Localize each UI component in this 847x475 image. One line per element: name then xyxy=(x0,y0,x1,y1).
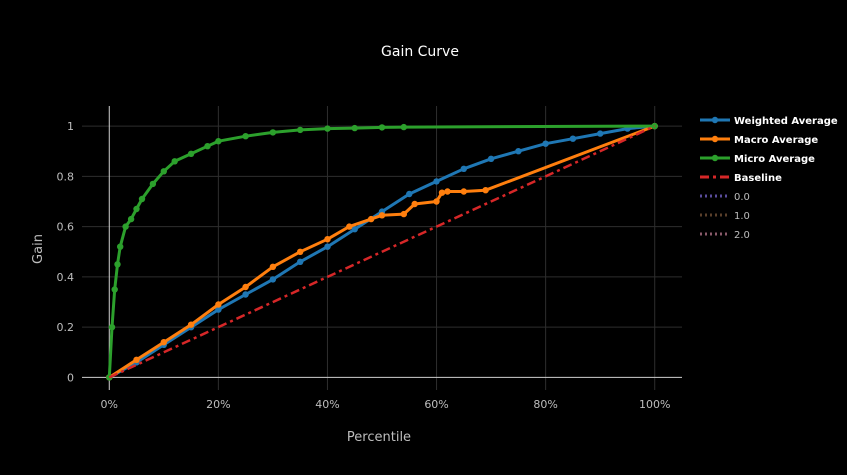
point-macro-average xyxy=(433,198,440,205)
point-micro-average xyxy=(324,125,331,132)
point-macro-average xyxy=(378,212,386,219)
y-tick-label: 0.4 xyxy=(57,271,75,284)
point-weighted-average xyxy=(406,190,413,198)
point-micro-average xyxy=(187,150,195,157)
x-tick-label: 60% xyxy=(424,398,448,411)
x-axis-title: Percentile xyxy=(347,430,411,445)
point-macro-average xyxy=(346,223,353,230)
point-macro-average xyxy=(242,283,249,291)
point-macro-average xyxy=(411,200,418,208)
legend-label: Micro Average xyxy=(734,154,815,165)
legend-marker xyxy=(711,116,719,124)
chart-title: Gain Curve xyxy=(381,44,459,60)
point-micro-average xyxy=(215,138,222,145)
series-layer xyxy=(106,122,658,381)
y-tick-label: 0.8 xyxy=(57,170,75,183)
point-macro-average xyxy=(215,301,222,308)
point-micro-average xyxy=(138,195,146,203)
point-macro-average xyxy=(160,339,167,346)
point-weighted-average xyxy=(215,306,222,313)
series-line-baseline xyxy=(108,124,656,379)
point-weighted-average xyxy=(269,276,277,283)
legend-item-2-0[interactable]: 2.0 xyxy=(700,230,750,241)
legend-item-micro-average[interactable]: Micro Average xyxy=(700,154,815,165)
point-micro-average xyxy=(269,129,277,136)
point-macro-average xyxy=(187,321,195,328)
y-tick-label: 0.6 xyxy=(57,221,75,234)
x-tick-label: 0% xyxy=(101,398,118,411)
point-weighted-average xyxy=(242,291,249,298)
point-micro-average xyxy=(149,180,157,188)
x-tick-label: 20% xyxy=(206,398,230,411)
point-weighted-average xyxy=(542,140,549,147)
legend-label: Macro Average xyxy=(734,135,818,146)
x-tick-label: 80% xyxy=(533,398,557,411)
point-micro-average xyxy=(160,168,167,175)
point-weighted-average xyxy=(324,243,331,250)
point-macro-average xyxy=(460,188,467,195)
point-macro-average xyxy=(324,236,331,243)
point-micro-average xyxy=(127,215,135,223)
legend-item-1-0[interactable]: 1.0 xyxy=(700,211,750,222)
x-tick-label: 100% xyxy=(639,398,670,411)
point-macro-average xyxy=(482,187,489,194)
legend-item-weighted-average[interactable]: Weighted Average xyxy=(700,116,838,127)
legend-item-0-0[interactable]: 0.0 xyxy=(700,192,750,203)
point-weighted-average xyxy=(487,155,495,162)
point-weighted-average xyxy=(433,178,440,185)
point-macro-average xyxy=(438,189,446,196)
point-micro-average xyxy=(242,133,249,140)
point-micro-average xyxy=(133,205,140,213)
point-micro-average xyxy=(108,324,116,331)
point-macro-average xyxy=(133,356,140,363)
legend-item-baseline[interactable]: Baseline xyxy=(700,173,782,184)
point-micro-average xyxy=(400,123,407,131)
legend-label: 0.0 xyxy=(734,192,750,203)
point-macro-average xyxy=(367,215,375,223)
legend-item-macro-average[interactable]: Macro Average xyxy=(700,135,818,146)
point-weighted-average xyxy=(460,165,467,172)
point-macro-average xyxy=(269,263,277,270)
point-macro-average xyxy=(444,188,451,195)
point-micro-average xyxy=(114,261,121,268)
legend-label: Baseline xyxy=(734,173,782,184)
axes: 0% 20% 40% 60% 80% 100% 0 0.2 0.4 0.6 0.8 1 xyxy=(57,106,682,411)
point-micro-average xyxy=(204,143,211,150)
point-macro-average xyxy=(400,210,407,218)
legend-marker xyxy=(711,154,719,162)
point-micro-average xyxy=(117,243,124,250)
point-weighted-average xyxy=(515,148,522,155)
x-tick-label: 40% xyxy=(315,398,339,411)
legend-label: 1.0 xyxy=(734,211,750,222)
y-axis-title: Gain xyxy=(31,234,46,264)
point-micro-average xyxy=(122,223,129,230)
point-micro-average xyxy=(171,158,178,165)
point-micro-average xyxy=(351,124,358,132)
y-tick-label: 0 xyxy=(67,371,74,384)
y-tick-label: 1 xyxy=(67,120,74,133)
point-weighted-average xyxy=(297,258,304,265)
legend[interactable]: Weighted Average Macro Average Micro Avera… xyxy=(700,116,838,241)
point-weighted-average xyxy=(597,130,604,137)
legend-label: 2.0 xyxy=(734,230,750,241)
point-weighted-average xyxy=(351,226,358,233)
legend-label: Weighted Average xyxy=(734,116,838,127)
y-tick-label: 0.2 xyxy=(57,321,75,334)
point-macro-average xyxy=(297,248,304,255)
point-micro-average xyxy=(378,124,386,131)
point-weighted-average xyxy=(569,135,577,142)
point-micro-average xyxy=(297,126,304,134)
point-micro-average xyxy=(111,286,118,293)
legend-marker xyxy=(711,135,719,143)
